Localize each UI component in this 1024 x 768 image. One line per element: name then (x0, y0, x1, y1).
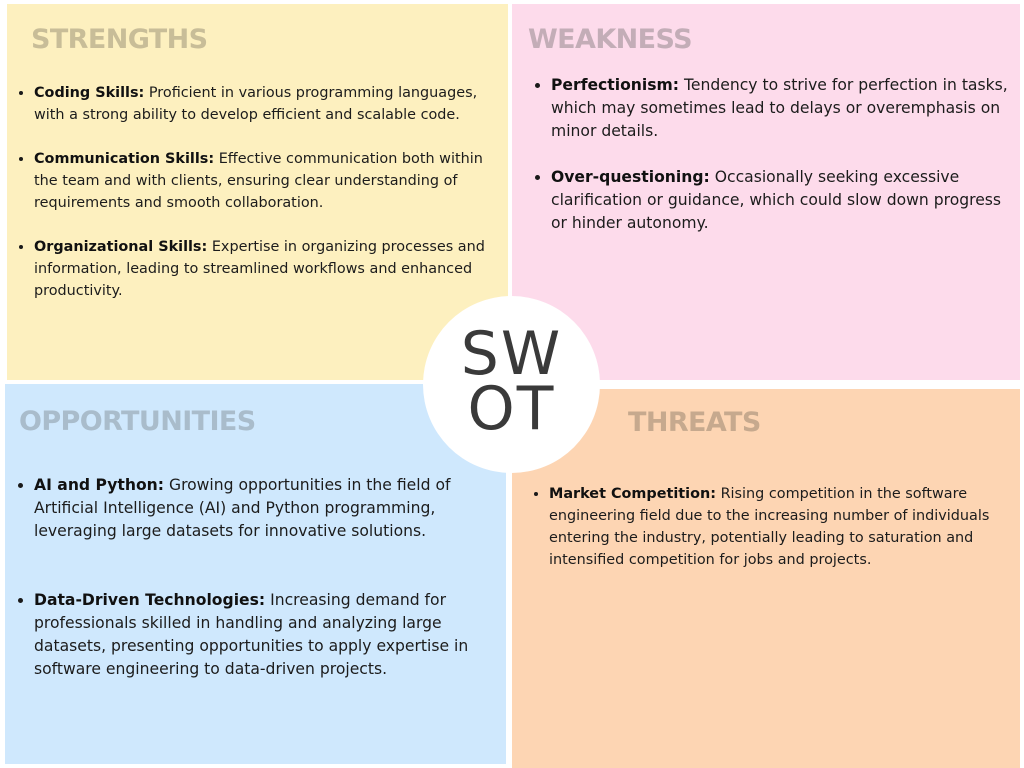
threats-heading: THREATS (628, 407, 761, 438)
item-description: Tendency to strive for perfection in tas… (551, 76, 1008, 140)
swot-title-line-2: OT (467, 374, 556, 444)
item-term: Organizational Skills: (34, 239, 208, 255)
strengths-heading: STRENGTHS (31, 24, 208, 55)
weakness-list: Perfectionism: Tendency to strive for pe… (530, 74, 1013, 258)
item-term: Market Competition: (549, 486, 716, 502)
swot-title-line-1: SW (460, 319, 563, 389)
item-description: Occasionally seeking excessive clarifica… (551, 168, 1002, 232)
item-description: Proficient in various programming langua… (34, 85, 478, 123)
list-item: Communication Skills: Effective communic… (34, 148, 504, 214)
list-item: Organizational Skills: Expertise in orga… (34, 236, 504, 302)
list-item: Market Competition: Rising competition i… (549, 483, 1023, 571)
item-description: Growing opportunities in the field of Ar… (34, 476, 451, 540)
strengths-list: Coding Skills: Proficient in various pro… (13, 82, 504, 324)
list-item: AI and Python: Growing opportunities in … (34, 474, 506, 543)
item-term: Coding Skills: (34, 85, 145, 101)
opportunities-heading: OPPORTUNITIES (19, 406, 256, 437)
weakness-heading: WEAKNESS (528, 24, 693, 55)
opportunities-quadrant: OPPORTUNITIES AI and Python: Growing opp… (5, 384, 506, 764)
item-description: Expertise in organizing processes and in… (34, 239, 485, 299)
weakness-quadrant: WEAKNESS Perfectionism: Tendency to stri… (512, 4, 1020, 380)
list-item: Coding Skills: Proficient in various pro… (34, 82, 504, 126)
threats-quadrant: THREATS Market Competition: Rising compe… (512, 389, 1020, 768)
item-description: Increasing demand for professionals skil… (34, 591, 469, 678)
item-description: Effective communication both within the … (34, 151, 483, 211)
opportunities-list: AI and Python: Growing opportunities in … (13, 474, 506, 727)
item-term: AI and Python: (34, 476, 165, 494)
list-item: Over-questioning: Occasionally seeking e… (551, 166, 1013, 235)
item-description: Rising competition in the software engin… (549, 486, 990, 568)
item-term: Data-Driven Technologies: (34, 591, 266, 609)
list-item: Perfectionism: Tendency to strive for pe… (551, 74, 1013, 143)
item-term: Over-questioning: (551, 168, 710, 186)
item-term: Perfectionism: (551, 76, 680, 94)
swot-center-circle: SW OT (423, 296, 600, 473)
strengths-quadrant: STRENGTHS Coding Skills: Proficient in v… (7, 4, 508, 380)
list-item: Data-Driven Technologies: Increasing dem… (34, 589, 506, 681)
item-term: Communication Skills: (34, 151, 215, 167)
threats-list: Market Competition: Rising competition i… (528, 483, 1023, 571)
